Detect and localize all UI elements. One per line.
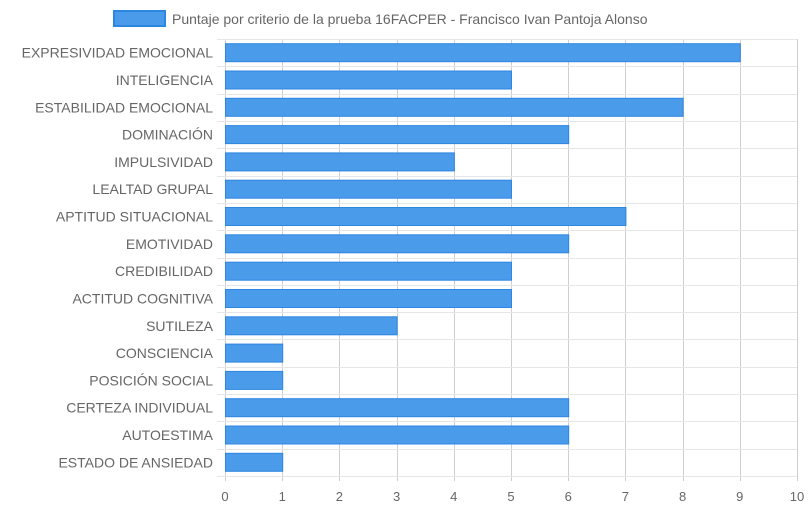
x-tick-label: 9	[736, 489, 743, 504]
bars	[225, 43, 741, 472]
bar[interactable]	[225, 179, 512, 199]
category-label: CONSCIENCIA	[116, 345, 214, 361]
category-label: AUTOESTIMA	[122, 427, 213, 443]
category-label: EMOTIVIDAD	[126, 236, 213, 252]
category-label: SUTILEZA	[146, 318, 214, 334]
bar[interactable]	[225, 207, 627, 226]
x-tick-label: 4	[450, 489, 457, 504]
category-label: APTITUD SITUACIONAL	[56, 209, 213, 225]
bar[interactable]	[225, 425, 570, 445]
category-label: DOMINACIÓN	[122, 127, 213, 143]
bar[interactable]	[225, 452, 284, 472]
legend[interactable]: Puntaje por criterio de la prueba 16FACP…	[113, 10, 648, 27]
bar[interactable]	[225, 125, 570, 145]
category-label: INTELIGENCIA	[116, 72, 214, 88]
bar[interactable]	[225, 343, 284, 363]
legend-label: Puntaje por criterio de la prueba 16FACP…	[172, 11, 648, 27]
category-label: IMPULSIVIDAD	[114, 154, 213, 170]
bar[interactable]	[225, 398, 570, 418]
category-label: LEALTAD GRUPAL	[92, 181, 213, 197]
category-label: ESTABILIDAD EMOCIONAL	[35, 99, 213, 115]
x-tick-label: 0	[221, 489, 228, 504]
bar[interactable]	[225, 70, 512, 90]
bar[interactable]	[225, 97, 684, 117]
category-label: ACTITUD COGNITIVA	[72, 291, 213, 307]
x-axis-ticks: 0 1 2 3 4 5 6 7 8 9 10	[221, 489, 804, 504]
x-tick-label: 6	[565, 489, 572, 504]
bar[interactable]	[225, 370, 284, 390]
legend-swatch	[113, 10, 166, 27]
bar[interactable]	[225, 43, 741, 63]
x-tick-label: 1	[279, 489, 286, 504]
bar[interactable]	[225, 289, 512, 308]
category-label: CREDIBILIDAD	[115, 263, 213, 279]
x-tick-label: 10	[790, 489, 804, 504]
category-label: EXPRESIVIDAD EMOCIONAL	[22, 45, 214, 61]
bar[interactable]	[225, 234, 570, 254]
x-tick-label: 2	[336, 489, 343, 504]
bar[interactable]	[225, 261, 512, 281]
bar[interactable]	[225, 152, 455, 172]
x-tick-label: 5	[507, 489, 514, 504]
x-tick-label: 8	[679, 489, 686, 504]
x-tick-label: 7	[622, 489, 629, 504]
bar[interactable]	[225, 316, 398, 336]
category-label: ESTADO DE ANSIEDAD	[58, 454, 213, 470]
x-tick-label: 3	[393, 489, 400, 504]
category-labels: EXPRESIVIDAD EMOCIONAL INTELIGENCIA ESTABI…	[22, 45, 214, 471]
category-label: CERTEZA INDIVIDUAL	[66, 400, 213, 416]
category-label: POSICIÓN SOCIAL	[89, 372, 213, 388]
